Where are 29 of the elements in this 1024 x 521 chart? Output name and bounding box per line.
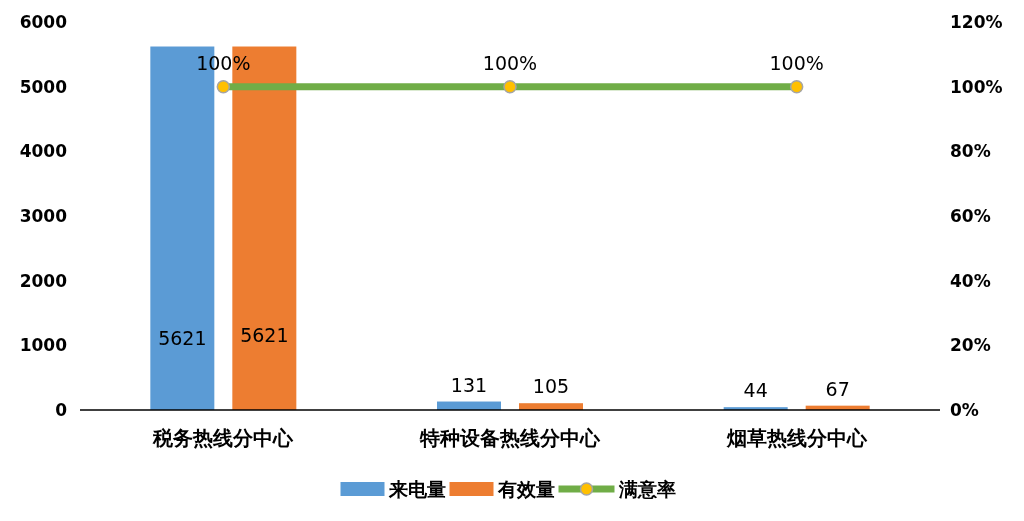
y-tick-label: 2000: [19, 270, 68, 291]
data-label: 100%: [769, 51, 824, 74]
y-tick-label: 6000: [19, 12, 68, 32]
data-label: 100%: [482, 51, 538, 74]
data-label: 100%: [196, 51, 251, 74]
legend-label: 满意率: [617, 478, 676, 500]
y-tick-label: 4000: [19, 141, 68, 162]
legend-label: 来电量: [387, 478, 446, 500]
y2-tick-label: 100%: [950, 76, 1003, 97]
x-tick-label: 特种设备热线分中心: [419, 426, 601, 450]
y-tick-label: 5000: [19, 76, 68, 97]
y2-tick-label: 40%: [950, 270, 991, 291]
x-tick-label: 烟草热线分中心: [725, 426, 868, 450]
y2-tick-label: 60%: [950, 206, 991, 226]
y2-tick-label: 0%: [950, 400, 979, 420]
y-tick-label: 3000: [19, 206, 68, 226]
legend-label: 有效量: [496, 478, 555, 500]
data-label: 5621: [240, 324, 289, 346]
data-label: 67: [825, 377, 850, 400]
y-tick-label: 1000: [19, 335, 68, 356]
x-tick-label: 税务热线分中心: [152, 426, 295, 450]
data-label: 105: [532, 375, 570, 398]
data-label: 131: [450, 373, 488, 396]
y2-tick-label: 20%: [950, 335, 991, 356]
y2-tick-label: 80%: [950, 141, 991, 162]
data-label: 5621: [158, 327, 207, 349]
y2-tick-label: 120%: [950, 12, 1003, 32]
data-label: 44: [743, 379, 768, 402]
y-tick-label: 0: [55, 400, 68, 420]
